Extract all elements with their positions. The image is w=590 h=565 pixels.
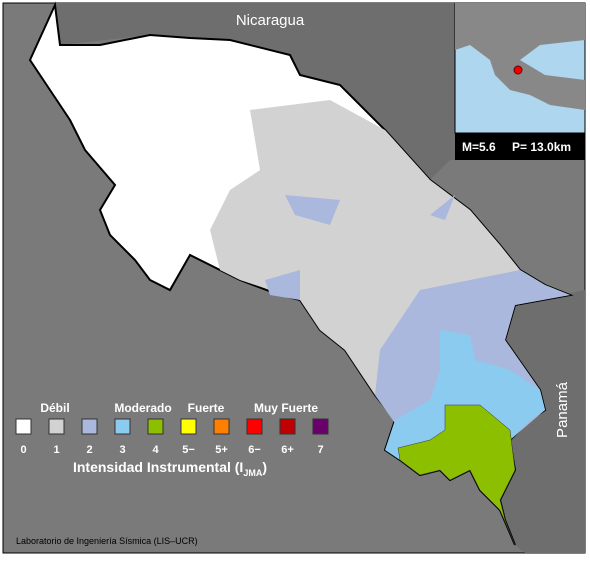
legend-title-end: ): [262, 459, 267, 475]
legend-group: Moderado: [114, 401, 171, 415]
legend-label: 6−: [248, 444, 261, 456]
legend-swatch: [48, 418, 65, 435]
legend-label: 2: [86, 444, 92, 456]
nicaragua-land: [55, 3, 585, 180]
legend-label: 1: [53, 444, 59, 456]
legend-swatch: [114, 418, 131, 435]
legend-group: Muy Fuerte: [254, 401, 318, 415]
legend-title-text: Intensidad Instrumental (I: [73, 459, 243, 475]
inset-caption-bar: [455, 133, 585, 160]
legend-swatch: [279, 418, 296, 435]
legend-title: Intensidad Instrumental (IJMA): [73, 459, 267, 478]
legend-group: Fuerte: [188, 401, 225, 415]
inset-land: [490, 60, 585, 110]
legend-swatch: [15, 418, 32, 435]
magnitude: M=5.6: [462, 140, 496, 154]
panama-land: [500, 290, 585, 553]
inset-land: [455, 3, 585, 60]
legend-group: Débil: [40, 401, 69, 415]
credit: Laboratorio de Ingeniería Sísmica (LIS–U…: [16, 536, 198, 546]
legend-label: 5+: [215, 444, 228, 456]
intensity-4-area: [397, 404, 516, 546]
intensity-2-patch: [265, 195, 455, 300]
legend-title-sub: JMA: [243, 468, 263, 478]
legend-label: 4: [152, 444, 159, 456]
legend-label: 5−: [182, 444, 195, 456]
legend-swatch: [180, 418, 197, 435]
legend-swatch: [246, 418, 263, 435]
legend-swatch: [147, 418, 164, 435]
country-label: Nicaragua: [236, 12, 305, 29]
legend-label: 0: [20, 444, 26, 456]
legend-label: 7: [317, 444, 323, 456]
country-label: Panamá: [554, 381, 571, 438]
legend-swatch: [213, 418, 230, 435]
legend-label: 6+: [281, 444, 294, 456]
legend-label: 3: [119, 444, 125, 456]
depth: P= 13.0km: [512, 140, 571, 154]
legend: Débil Moderado Fuerte Muy Fuerte Intensi…: [15, 401, 329, 478]
epicenter: [513, 65, 523, 75]
legend-swatch: [312, 418, 329, 435]
legend-swatch: [81, 418, 98, 435]
